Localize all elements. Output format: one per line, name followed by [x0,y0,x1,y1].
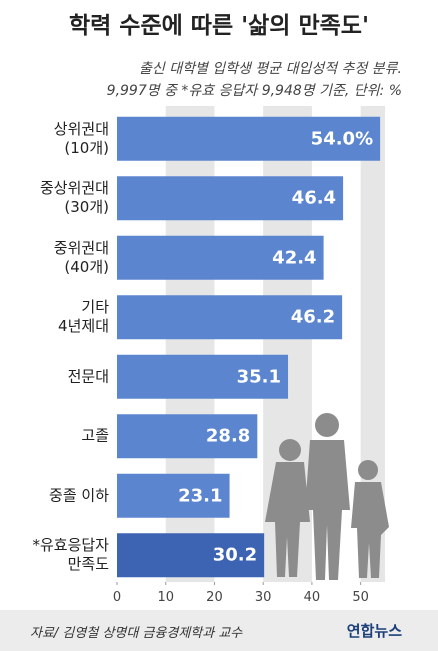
silhouettes [265,413,389,580]
x-tick-label: 10 [157,590,174,605]
value-label: 23.1 [178,485,223,507]
chart-title: 학력 수준에 따른 '삶의 만족도' [68,13,370,39]
footer-bg [0,610,438,651]
y-tick-label: 상위권대 (10개) [53,119,109,157]
y-tick-label: 중졸 이하 [49,486,109,505]
x-tick-label: 50 [352,590,369,605]
y-tick-label: 중위권대 (40개) [53,238,109,276]
value-label: 35.1 [236,366,282,388]
bar [117,176,344,221]
value-label: 30.2 [212,544,258,566]
bar [117,473,230,518]
bar [117,414,258,459]
x-tick-label: 20 [206,590,223,605]
value-label: 54.0% [310,128,374,150]
subtitle: 9,997명 중 *유효 응답자 9,948명 기준, 단위: % [106,83,402,99]
source: 자료/ 김영철 상명대 금융경제학과 교수 [30,626,243,641]
value-label: 28.8 [205,425,251,447]
bar [117,295,343,340]
x-tick-label: 30 [254,590,272,605]
bar [117,116,381,161]
y-tick-label: 중상위권대 (30개) [39,179,109,217]
x-tick-label: 40 [303,590,321,605]
y-tick-label: 전문대 [67,367,109,386]
logo: 연합뉴스 [346,622,402,640]
bar [117,533,265,578]
subtitle: 출신 대학별 입학생 평균 대입성적 추정 분류. [139,61,402,77]
y-tick-label: 고졸 [81,426,109,445]
value-label: 46.4 [291,187,337,209]
y-tick-label: 기타 4년제대 [58,298,109,336]
y-tick-label: *유효응답자 만족도 [32,536,109,574]
value-label: 42.4 [272,247,317,269]
bar [117,235,324,280]
value-label: 46.2 [290,306,336,328]
bar [117,354,289,399]
x-tick-label: 0 [112,590,122,605]
